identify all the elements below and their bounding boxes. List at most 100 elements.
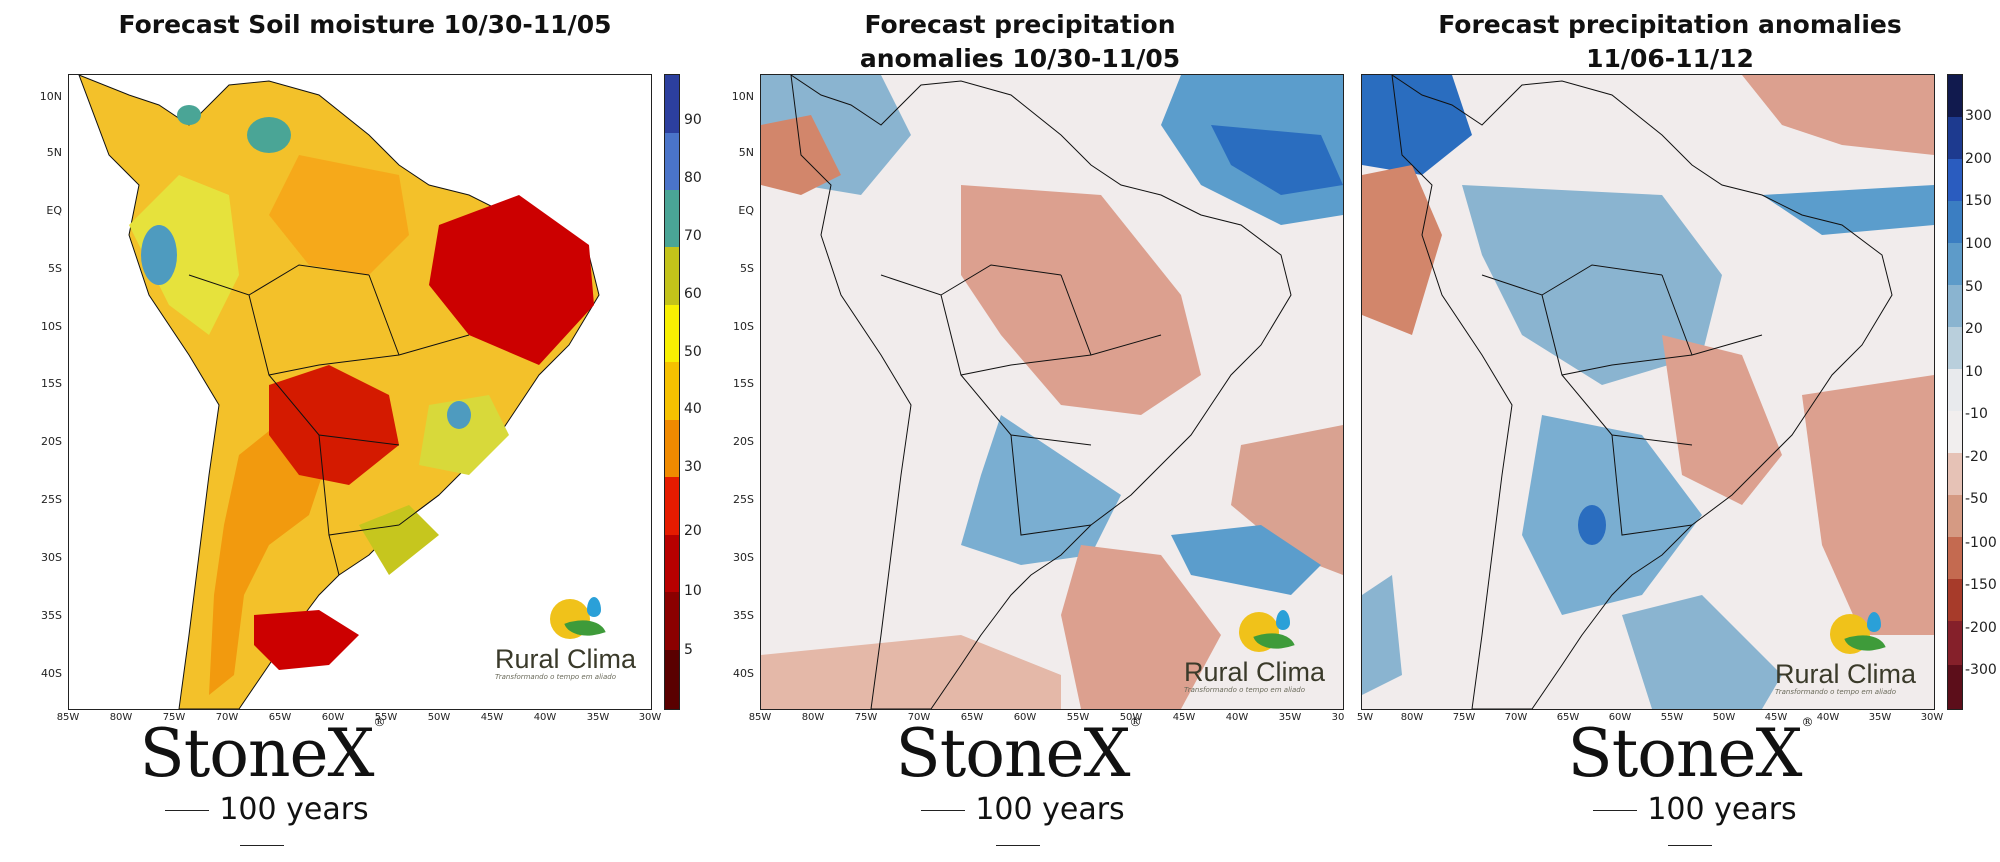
colorbar-label: 60 — [684, 286, 702, 302]
colorbar-label: 300 — [1965, 108, 1992, 124]
lat-label: 30S — [733, 551, 754, 564]
colorbar-label: 200 — [1965, 151, 1992, 167]
lon-label: 35W — [1868, 712, 1892, 723]
colorbar-label: -200 — [1965, 620, 1997, 636]
lat-label: 35S — [733, 609, 754, 622]
lon-label: 30W — [1920, 712, 1944, 723]
water-drop-icon — [587, 597, 601, 617]
lon-label: 85W — [56, 712, 80, 723]
lon-label: 45W — [1172, 712, 1196, 723]
lon-label: 80W — [1400, 712, 1424, 723]
lon-label: 75W — [162, 712, 186, 723]
lat-label: 10S — [733, 320, 754, 333]
title-soil-moisture: Forecast Soil moisture 10/30-11/05 — [118, 10, 612, 39]
lon-label: 60W — [321, 712, 345, 723]
divider — [996, 844, 1040, 847]
colorbar-label: -50 — [1965, 491, 1988, 507]
lon-label: 85W — [748, 712, 772, 723]
lon-label: 70W — [907, 712, 931, 723]
rural-clima-tagline: Transformando o tempo em aliado — [495, 673, 616, 681]
rural-clima-name: Rural Clima — [1184, 657, 1326, 687]
lon-label: 35W — [1278, 712, 1302, 723]
lon-label: 40W — [1816, 712, 1840, 723]
lat-label: 15S — [733, 377, 754, 390]
years-label: 100 years — [219, 792, 369, 827]
lat-label: 5N — [738, 146, 754, 159]
lon-label: 55W — [1066, 712, 1090, 723]
title-precip-anomaly-week1: Forecast precipitation anomalies 10/30-1… — [859, 10, 1181, 73]
map-precip-anomaly-week1 — [760, 74, 1344, 710]
lon-label: 50W — [427, 712, 451, 723]
lat-label: 20S — [41, 435, 62, 448]
colorbar-label: 50 — [684, 344, 702, 360]
lat-label: 35S — [41, 609, 62, 622]
soil-moisture-colorbar — [664, 74, 680, 710]
lat-label: 25S — [41, 493, 62, 506]
divider — [921, 809, 966, 812]
lat-label: EQ — [738, 204, 754, 217]
registered-mark: ® — [373, 715, 386, 729]
lon-label: 65W — [960, 712, 984, 723]
lat-label: 10S — [41, 320, 62, 333]
rural-clima-logo: Rural Clima Transformando o tempo em ali… — [495, 597, 675, 681]
rural-clima-tagline: Transformando o tempo em aliado — [1775, 688, 1896, 696]
colorbar-label: 20 — [1965, 321, 1983, 337]
colorbar-label: 5 — [684, 642, 693, 658]
stonex-wordmark: StoneX — [895, 715, 1130, 792]
lon-label: 60W — [1608, 712, 1632, 723]
rural-clima-logo: Rural Clima Transformando o tempo em ali… — [1775, 612, 1955, 696]
colorbar-label: 50 — [1965, 279, 1983, 295]
title-precip-anomaly-week2: Forecast precipitation anomalies 11/06-1… — [1438, 10, 1902, 73]
divider — [1593, 809, 1638, 812]
stonex-logo: StoneX® — [868, 715, 1168, 792]
lon-label: 60W — [1013, 712, 1037, 723]
divider — [165, 809, 210, 812]
colorbar-label: -300 — [1965, 662, 1997, 678]
lon-label: 35W — [586, 712, 610, 723]
colorbar-label: 30 — [684, 459, 702, 475]
years-label: 100 years — [1647, 792, 1797, 827]
lon-label: 5W — [1356, 712, 1374, 723]
stonex-wordmark: StoneX — [139, 715, 374, 792]
lon-label: 50W — [1119, 712, 1143, 723]
lon-label: 70W — [215, 712, 239, 723]
years-label: 100 years — [975, 792, 1125, 827]
lat-label: 25S — [733, 493, 754, 506]
lon-label: 80W — [109, 712, 133, 723]
lat-label: 5N — [46, 146, 62, 159]
stonex-years: 100 years — [888, 792, 1148, 862]
colorbar-label: 40 — [684, 401, 702, 417]
stonex-logo: StoneX® — [1540, 715, 1840, 792]
lat-label: 20S — [733, 435, 754, 448]
lon-label: 75W — [854, 712, 878, 723]
colorbar-label: 90 — [684, 112, 702, 128]
lon-label: 50W — [1712, 712, 1736, 723]
colorbar-label: 150 — [1965, 193, 1992, 209]
precip-anomaly-colorbar — [1947, 74, 1963, 710]
lon-label: 55W — [374, 712, 398, 723]
lon-label: 55W — [1660, 712, 1684, 723]
lon-label: 70W — [1504, 712, 1528, 723]
lon-label: 40W — [1225, 712, 1249, 723]
lat-label: 10N — [39, 90, 62, 103]
colorbar-label: 80 — [684, 170, 702, 186]
colorbar-label: 20 — [684, 523, 702, 539]
lat-label: 15S — [41, 377, 62, 390]
stonex-logo: StoneX® — [112, 715, 412, 792]
rural-clima-name: Rural Clima — [1775, 659, 1917, 689]
registered-mark: ® — [1129, 715, 1142, 729]
stonex-wordmark: StoneX — [1567, 715, 1802, 792]
lon-label: 65W — [268, 712, 292, 723]
lat-label: 40S — [41, 667, 62, 680]
divider — [240, 844, 284, 847]
colorbar-label: -100 — [1965, 535, 1997, 551]
colorbar-label: 10 — [1965, 364, 1983, 380]
lon-label: 45W — [1764, 712, 1788, 723]
stonex-years: 100 years — [132, 792, 392, 862]
dry-region-center — [269, 365, 399, 485]
colorbar-label: -10 — [1965, 406, 1988, 422]
lon-label: 80W — [801, 712, 825, 723]
rural-clima-logo: Rural Clima Transformando o tempo em ali… — [1184, 610, 1364, 694]
map-soil-moisture — [68, 74, 652, 710]
water-drop-icon — [1867, 612, 1881, 632]
